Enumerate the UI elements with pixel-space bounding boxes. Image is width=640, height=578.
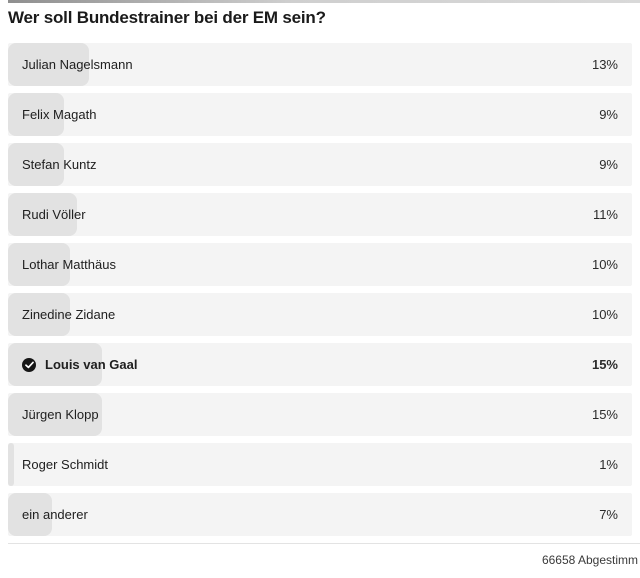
option-label-text: Julian Nagelsmann — [22, 57, 133, 72]
option-percentage: 1% — [599, 457, 618, 472]
widget-top-rule — [8, 0, 640, 3]
poll-question: Wer soll Bundestrainer bei der EM sein? — [8, 8, 326, 27]
result-bar — [8, 293, 71, 336]
option-percentage: 10% — [591, 257, 618, 272]
option-label-text: Stefan Kuntz — [22, 157, 97, 172]
option-label-text: Louis van Gaal — [45, 357, 138, 372]
result-bar — [8, 493, 52, 536]
check-icon — [22, 357, 36, 372]
option-label-text: Zinedine Zidane — [22, 307, 116, 322]
poll-option-row: Louis van Gaal 15% — [8, 343, 632, 386]
option-label: Stefan Kuntz — [22, 157, 96, 172]
option-label-text: Felix Magath — [22, 107, 97, 122]
result-bar — [8, 243, 71, 286]
option-label: ein anderer — [22, 507, 88, 522]
option-label: Lothar Matthäus — [22, 257, 116, 272]
option-label-text: Lothar Matthäus — [22, 257, 116, 272]
option-percentage: 7% — [599, 507, 618, 522]
poll-option-row: Jürgen Klopp 15% — [8, 393, 632, 436]
option-label-text: Roger Schmidt — [22, 457, 108, 472]
option-label: Zinedine Zidane — [22, 307, 115, 322]
vote-count: 66658 Abgestimm — [541, 553, 638, 567]
option-percentage: 9% — [599, 157, 618, 172]
option-label-text: ein anderer — [22, 507, 88, 522]
option-percentage: 15% — [591, 407, 618, 422]
option-percentage: 13% — [591, 57, 618, 72]
result-bar — [8, 143, 65, 186]
poll-option-row: ein anderer 7% — [8, 493, 632, 536]
result-bar — [8, 193, 77, 236]
poll-option-row: Julian Nagelsmann 13% — [8, 43, 632, 86]
option-label: Felix Magath — [22, 107, 96, 122]
footer-divider — [8, 543, 640, 544]
result-bar — [8, 443, 15, 486]
option-label: Jürgen Klopp — [22, 407, 99, 422]
poll-results-list: Julian Nagelsmann 13% Felix Magath 9% Stefan… — [8, 43, 632, 536]
option-label-text: Rudi Völler — [22, 207, 86, 222]
option-percentage: 10% — [591, 307, 618, 322]
option-percentage: 11% — [592, 207, 618, 222]
poll-option-row: Roger Schmidt 1% — [8, 443, 632, 486]
poll-option-row: Lothar Matthäus 10% — [8, 243, 632, 286]
poll-option-row: Zinedine Zidane 10% — [8, 293, 632, 336]
option-label: Louis van Gaal — [22, 357, 137, 372]
poll-option-row: Stefan Kuntz 9% — [8, 143, 632, 186]
option-label: Julian Nagelsmann — [22, 57, 133, 72]
poll-option-row: Felix Magath 9% — [8, 93, 632, 136]
option-label-text: Jürgen Klopp — [22, 407, 99, 422]
option-label: Rudi Völler — [22, 207, 86, 222]
result-bar — [8, 393, 102, 436]
result-bar — [8, 93, 65, 136]
poll-option-row: Rudi Völler 11% — [8, 193, 632, 236]
option-percentage: 9% — [599, 107, 618, 122]
option-percentage: 15% — [591, 357, 618, 372]
result-bar — [8, 43, 90, 86]
option-label: Roger Schmidt — [22, 457, 108, 472]
